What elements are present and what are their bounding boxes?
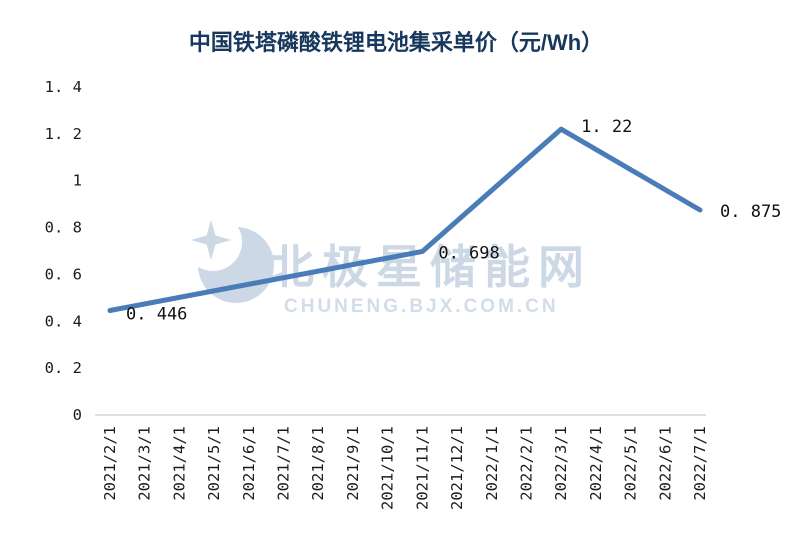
data-label: 0. 698	[438, 243, 499, 263]
x-axis-label: 2021/4/1	[170, 426, 188, 501]
x-axis-label: 2021/5/1	[205, 426, 223, 501]
watermark-url: CHUNENG.BJX.COM.CN	[284, 296, 559, 317]
watermark: 北极星储能网 CHUNENG.BJX.COM.CN	[184, 213, 592, 317]
x-axis-label: 2022/6/1	[656, 426, 674, 501]
data-label: 1. 22	[581, 117, 632, 137]
series-line	[107, 126, 703, 314]
star-icon	[191, 220, 231, 260]
y-tick-label: 1	[73, 172, 82, 190]
x-axis-label: 2022/2/1	[517, 426, 535, 501]
y-tick-label: 0. 2	[45, 359, 82, 377]
x-axis-label: 2021/2/1	[101, 426, 119, 501]
chart-title: 中国铁塔磷酸铁锂电池集采单价（元/Wh）	[189, 30, 603, 55]
x-axis-label: 2022/5/1	[622, 426, 640, 501]
x-axis-label: 2021/11/1	[413, 426, 431, 510]
x-axis-label: 2022/3/1	[552, 426, 570, 501]
x-axis-label: 2021/8/1	[309, 426, 327, 501]
x-axis-label: 2021/12/1	[448, 426, 466, 510]
y-tick-label: 0. 6	[45, 265, 82, 283]
x-axis-label: 2022/1/1	[483, 426, 501, 501]
y-tick-label: 0. 8	[45, 219, 82, 237]
y-tick-label: 1. 4	[45, 78, 82, 96]
x-axis-label: 2021/7/1	[275, 426, 293, 501]
y-tick-label: 0	[73, 406, 82, 424]
x-axis-label: 2022/7/1	[691, 426, 709, 501]
y-tick-label: 0. 4	[45, 312, 82, 330]
x-axis-label: 2022/4/1	[587, 426, 605, 501]
x-axis-label: 2021/6/1	[240, 426, 258, 501]
data-label: 0. 446	[126, 305, 187, 325]
plot-area: 0 0. 2 0. 4 0. 6 0. 8 1 1. 2 1. 4 2021/2/1 2021/3…	[45, 78, 782, 510]
x-axis-label: 2021/10/1	[379, 426, 397, 510]
y-tick-label: 1. 2	[45, 125, 82, 143]
x-axis-label: 2021/9/1	[344, 426, 362, 501]
x-axis-label: 2021/3/1	[136, 426, 154, 501]
data-label: 0. 875	[720, 202, 781, 222]
watermark-text: 北极星储能网	[268, 241, 592, 293]
